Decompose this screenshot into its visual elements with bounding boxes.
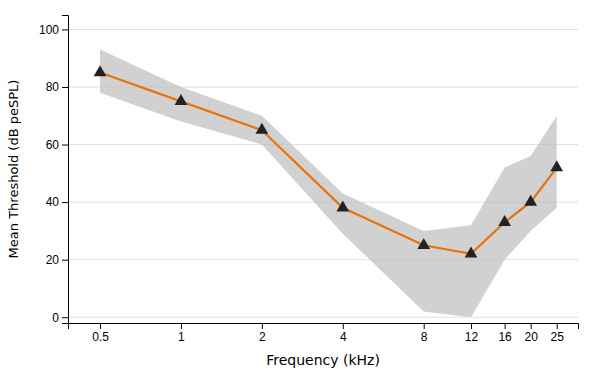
x-tick-mark (343, 323, 344, 329)
plot-area: 0.5124812162025020406080100 (39, 16, 579, 344)
mean-line (100, 73, 557, 254)
range-band (100, 50, 557, 318)
marker (465, 247, 478, 258)
x-tick: 16 (498, 323, 512, 344)
y-tick: 80 (46, 80, 68, 94)
x-axis-line (69, 324, 579, 330)
y-tick: 60 (46, 138, 68, 152)
marker (94, 65, 107, 76)
x-tick-label: 0.5 (92, 330, 109, 344)
y-tick: 100 (39, 23, 68, 37)
grid-line (68, 29, 578, 30)
marker (336, 201, 349, 212)
y-axis: 0 20 40 60 80 100 (39, 16, 69, 325)
marker (256, 123, 269, 134)
marker (498, 215, 511, 226)
y-tick-label: 0 (52, 311, 59, 325)
x-tick: 0.5 (92, 323, 109, 344)
y-axis-title: Mean Threshold (dB peSPL) (6, 80, 21, 259)
x-tick-label: 4 (340, 330, 347, 344)
y-tick: 40 (46, 195, 68, 209)
x-axis-title: Frequency (kHz) (266, 352, 380, 368)
x-tick-mark (424, 323, 425, 329)
x-tick-mark (471, 323, 472, 329)
x-tick-label: 20 (524, 330, 538, 344)
x-tick: 25 (551, 323, 565, 344)
x-tick-label: 16 (498, 330, 512, 344)
x-tick: 1 (178, 323, 185, 344)
marker (175, 94, 188, 105)
x-tick-mark (100, 323, 101, 329)
x-tick: 8 (421, 323, 428, 344)
x-tick-mark (505, 323, 506, 329)
x-axis: 0.5124812162025 (69, 323, 579, 344)
y-tick-label: 20 (46, 253, 60, 267)
x-tick-mark (181, 323, 182, 329)
grid-line (68, 144, 578, 145)
marker (550, 160, 563, 171)
x-tick-mark (557, 323, 558, 329)
marker (417, 238, 430, 249)
x-tick-mark (262, 323, 263, 329)
y-tick-mark (62, 202, 68, 203)
x-tick-label: 25 (551, 330, 565, 344)
y-tick-mark (62, 317, 68, 318)
x-tick: 4 (340, 323, 347, 344)
y-tick: 20 (46, 253, 68, 267)
x-tick: 12 (465, 323, 479, 344)
y-tick-label: 60 (46, 138, 60, 152)
x-tick-label: 8 (421, 330, 428, 344)
grid-line (68, 317, 578, 318)
y-tick: 0 (52, 311, 68, 325)
x-tick-label: 12 (465, 330, 479, 344)
y-tick-mark (62, 260, 68, 261)
y-tick-mark (62, 145, 68, 146)
chart: 0.5124812162025020406080100Frequency (kH… (0, 0, 600, 375)
x-tick-label: 2 (259, 330, 266, 344)
y-tick-mark (62, 87, 68, 88)
x-tick: 2 (259, 323, 266, 344)
marker (524, 195, 537, 206)
y-axis-line (62, 16, 69, 324)
y-tick-mark (62, 29, 68, 30)
x-tick-label: 1 (178, 330, 185, 344)
x-tick: 20 (524, 323, 538, 344)
x-tick-mark (531, 323, 532, 329)
y-tick-label: 80 (46, 80, 60, 94)
grid (68, 29, 578, 317)
y-tick-label: 100 (39, 23, 59, 37)
y-tick-label: 40 (46, 195, 60, 209)
marks (94, 50, 563, 318)
